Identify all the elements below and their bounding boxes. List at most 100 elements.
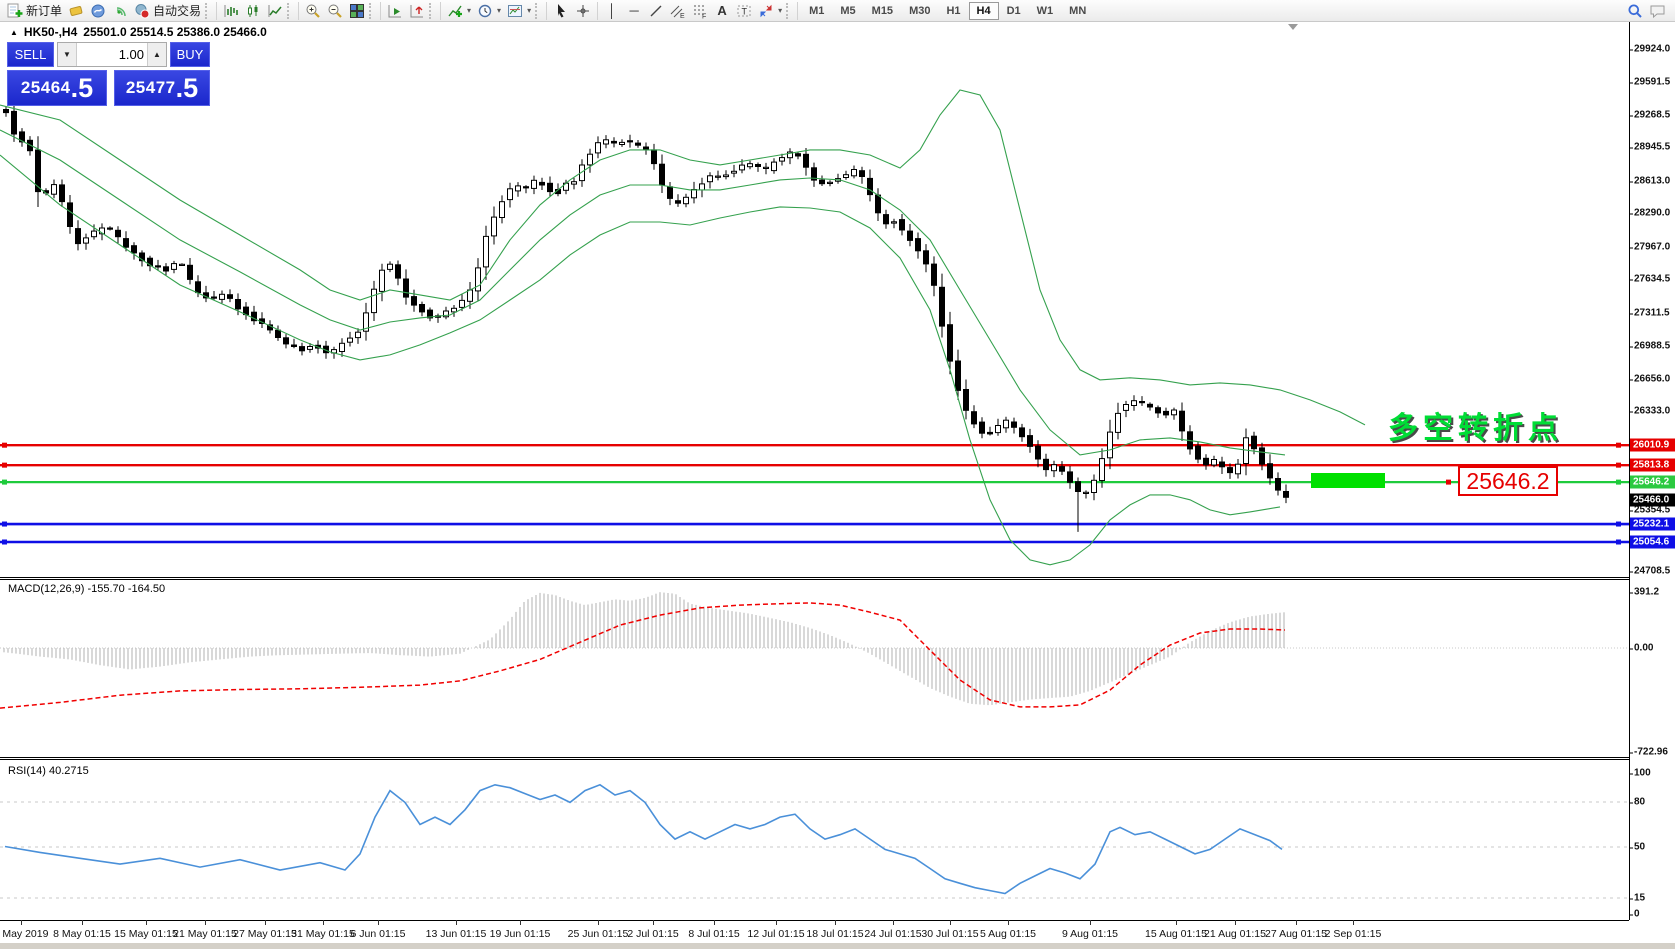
tile-windows-button[interactable] bbox=[346, 1, 368, 21]
time-tick: 9 Aug 01:15 bbox=[1061, 928, 1119, 940]
time-tick: 30 Jul 01:15 bbox=[921, 928, 979, 940]
time-tick-mark bbox=[1090, 920, 1091, 925]
hline-handle[interactable] bbox=[1616, 442, 1621, 448]
time-tick-mark bbox=[1176, 920, 1177, 925]
hline-handle[interactable] bbox=[2, 539, 7, 545]
macd-signal-line bbox=[0, 602, 1286, 709]
bollinger-lower-band[interactable] bbox=[0, 154, 1281, 566]
templates-icon bbox=[508, 4, 523, 17]
zoom-in-icon bbox=[306, 4, 320, 18]
chat-icon bbox=[1650, 5, 1665, 18]
green-zone-rectangle[interactable] bbox=[1311, 473, 1385, 488]
text-label-button[interactable]: T bbox=[733, 1, 755, 21]
new-order-button[interactable]: 新订单 bbox=[4, 1, 65, 21]
price-callout-box[interactable]: 25646.2 bbox=[1458, 466, 1558, 496]
timeframe-H1[interactable]: H1 bbox=[946, 4, 961, 17]
hline-handle[interactable] bbox=[1616, 462, 1621, 468]
publish-button[interactable] bbox=[65, 1, 87, 21]
collapse-panel-icon[interactable]: ▲ bbox=[10, 27, 18, 37]
time-tick-mark bbox=[653, 920, 654, 925]
time-tick-mark bbox=[378, 920, 379, 925]
bar-chart-button[interactable] bbox=[220, 1, 242, 21]
crosshair-icon bbox=[577, 4, 590, 17]
time-tick: 8 Jul 01:15 bbox=[688, 928, 740, 940]
timeframe-D1[interactable]: D1 bbox=[1006, 4, 1021, 17]
candle-chart-button[interactable] bbox=[242, 1, 264, 21]
templates-button[interactable]: ▾ bbox=[504, 1, 534, 21]
window-edge bbox=[0, 943, 1675, 949]
price-tick: 24708.5 bbox=[1628, 565, 1671, 577]
autotrade-button[interactable]: 自动交易 bbox=[131, 1, 204, 21]
panel-divider[interactable] bbox=[0, 757, 1629, 758]
hline-handle[interactable] bbox=[2, 521, 7, 527]
channel-button[interactable]: E bbox=[667, 1, 689, 21]
rsi-tick: 100 bbox=[1629, 767, 1651, 779]
fibonacci-button[interactable]: F bbox=[689, 1, 711, 21]
new-order-icon bbox=[7, 3, 23, 17]
time-tick: 19 Jun 01:15 bbox=[489, 928, 551, 940]
volume-increase-button[interactable]: ▲ bbox=[147, 43, 166, 66]
bull-bear-turning-point-annotation[interactable]: 多空转折点 bbox=[1388, 412, 1563, 445]
time-tick: 15 May 01:15 bbox=[114, 928, 178, 940]
one-click-trade-panel: SELL ▼ 1.00 ▲ BUY 25464.5 25477.5 bbox=[7, 42, 210, 106]
line-chart-button[interactable] bbox=[264, 1, 286, 21]
panel-divider[interactable] bbox=[0, 577, 1629, 578]
tile-windows-icon bbox=[350, 3, 365, 18]
bollinger-upper-band[interactable] bbox=[0, 89, 1366, 426]
timeframe-MN[interactable]: MN bbox=[1069, 4, 1087, 17]
timeframe-W1[interactable]: W1 bbox=[1036, 4, 1054, 17]
zoom-out-button[interactable] bbox=[324, 1, 346, 21]
crosshair-button[interactable] bbox=[572, 1, 594, 21]
time-tick: 13 Jun 01:15 bbox=[425, 928, 487, 940]
trendline-button[interactable] bbox=[645, 1, 667, 21]
timeframe-M1[interactable]: M1 bbox=[809, 4, 825, 17]
text-button[interactable]: A bbox=[711, 1, 733, 21]
time-tick: 2 Jul 01:15 bbox=[627, 928, 679, 940]
price-tick: 27634.5 bbox=[1628, 273, 1671, 285]
hline-handle[interactable] bbox=[2, 462, 7, 468]
hline-handle[interactable] bbox=[1616, 479, 1621, 485]
time-tick-mark bbox=[1008, 920, 1009, 925]
zoom-in-button[interactable] bbox=[302, 1, 324, 21]
time-tick: 12 Jul 01:15 bbox=[747, 928, 805, 940]
timeframe-M30[interactable]: M30 bbox=[909, 4, 931, 17]
profile-button[interactable] bbox=[87, 1, 109, 21]
time-tick-mark bbox=[1296, 920, 1297, 925]
time-tick: 8 May 01:15 bbox=[53, 928, 111, 940]
timeframe-H4[interactable]: H4 bbox=[968, 1, 999, 20]
volume-value[interactable]: 1.00 bbox=[118, 47, 144, 62]
search-button[interactable] bbox=[1624, 1, 1646, 21]
timeframe-M15[interactable]: M15 bbox=[871, 4, 894, 17]
sell-quote-button[interactable]: 25464.5 bbox=[7, 70, 107, 106]
toolbar: 新订单 自动交易 bbox=[0, 0, 1675, 22]
chart-shift-button[interactable] bbox=[406, 1, 428, 21]
auto-scroll-button[interactable] bbox=[384, 1, 406, 21]
macd-tick: 391.2 bbox=[1628, 586, 1660, 598]
chart-shift-marker[interactable] bbox=[1288, 24, 1298, 30]
callout-anchor-handle[interactable] bbox=[1446, 479, 1451, 485]
buy-quote-button[interactable]: 25477.5 bbox=[114, 70, 210, 106]
hline-handle[interactable] bbox=[1616, 539, 1621, 545]
arrows-tool-button[interactable]: ▾ bbox=[755, 1, 785, 21]
periods-button[interactable]: ▾ bbox=[474, 1, 504, 21]
hline-handle[interactable] bbox=[2, 442, 7, 448]
indicators-button[interactable]: ▾ bbox=[444, 1, 474, 21]
time-tick: 5 Aug 01:15 bbox=[979, 928, 1037, 940]
hline-handle[interactable] bbox=[2, 479, 7, 485]
rsi-label: RSI(14) 40.2715 bbox=[8, 765, 89, 777]
horizontal-line-button[interactable]: ─ bbox=[623, 1, 645, 21]
time-tick-mark bbox=[893, 920, 894, 925]
time-tick: 21 May 01:15 bbox=[173, 928, 237, 940]
rsi-tick: 50 bbox=[1628, 841, 1646, 853]
chat-button[interactable] bbox=[1646, 1, 1669, 21]
signal-button[interactable] bbox=[109, 1, 131, 21]
hline-handle[interactable] bbox=[1616, 521, 1621, 527]
buy-button[interactable]: BUY bbox=[170, 42, 210, 67]
timeframe-M5[interactable]: M5 bbox=[840, 4, 856, 17]
cursor-button[interactable] bbox=[550, 1, 572, 21]
vertical-line-button[interactable]: │ bbox=[601, 1, 623, 21]
volume-decrease-button[interactable]: ▼ bbox=[58, 43, 77, 66]
bollinger-middle-band[interactable] bbox=[0, 129, 1286, 456]
price-tick: 26988.5 bbox=[1628, 340, 1671, 352]
sell-button[interactable]: SELL bbox=[7, 42, 54, 67]
